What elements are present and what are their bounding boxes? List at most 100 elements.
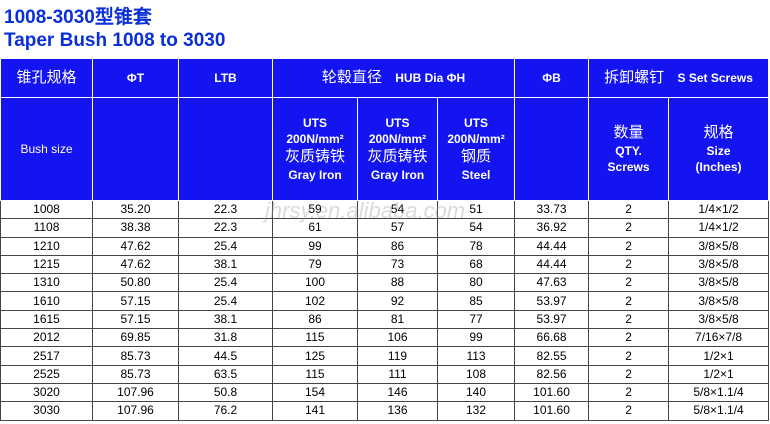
table-cell: 141 xyxy=(272,401,358,421)
table-cell: 132 xyxy=(436,401,516,421)
table-cell: 25.4 xyxy=(178,291,273,311)
table-cell: 44.44 xyxy=(514,254,590,275)
table-cell: 2 xyxy=(588,218,670,238)
table-cell: 113 xyxy=(436,346,516,366)
header-cell xyxy=(178,97,273,201)
table-cell: 2 xyxy=(588,382,670,403)
header-cell: UTS 200N/mm² 灰质铸铁 Gray Iron xyxy=(357,97,438,201)
table-cell: 2 xyxy=(588,401,670,421)
table-cell: 3/8×5/8 xyxy=(668,273,770,293)
table-cell: 47.62 xyxy=(92,254,179,275)
header-text: (Inches) xyxy=(695,160,742,174)
table-cell: 66.68 xyxy=(514,328,590,348)
table-cell: 81 xyxy=(357,309,438,330)
header-text: UTS xyxy=(464,116,489,130)
spec-table: 锥孔规格 ΦT LTB 轮毂直径 HUB Dia ΦH ΦB 拆卸螺钉 S Se… xyxy=(0,58,770,421)
table-cell: 1008 xyxy=(0,199,93,220)
header-text: Bush size xyxy=(20,142,73,156)
header-cell: 数量 QTY. Screws xyxy=(588,97,670,201)
table-cell: 3020 xyxy=(0,382,93,403)
table-cell: 125 xyxy=(272,346,358,366)
table-cell: 100 xyxy=(272,273,358,293)
table-row: 1008 35.20 22.3 59 54 51 33.73 2 1/4×1/2 xyxy=(0,199,770,220)
table-cell: 1/2×1 xyxy=(668,346,770,366)
header-cell xyxy=(514,97,590,201)
table-cell: 99 xyxy=(272,236,358,256)
table-cell: 85 xyxy=(436,291,516,311)
table-cell: 92 xyxy=(357,291,438,311)
table-cell: 2 xyxy=(588,199,670,220)
table-cell: 82.56 xyxy=(514,364,590,384)
table-cell: 54 xyxy=(357,199,438,220)
header-text: Screws xyxy=(607,160,650,174)
table-cell: 57.15 xyxy=(92,291,179,311)
table-cell: 2 xyxy=(588,291,670,311)
header-text: 200N/mm² xyxy=(368,132,427,146)
table-cell: 50.8 xyxy=(178,382,273,403)
table-cell: 47.62 xyxy=(92,236,179,256)
table-row: 3030 107.96 76.2 141 136 132 101.60 2 5/8×1.1/4 xyxy=(0,401,770,421)
table-cell: 1108 xyxy=(0,218,93,238)
header-text: HUB Dia ΦH xyxy=(395,71,466,85)
header-text: 轮毂直径 xyxy=(321,69,382,86)
header-cell: 轮毂直径 HUB Dia ΦH xyxy=(271,58,516,98)
table-cell: 2012 xyxy=(0,328,93,348)
table-cell: 80 xyxy=(436,273,516,293)
table-cell: 1215 xyxy=(0,254,93,275)
table-cell: 115 xyxy=(272,328,358,348)
table-cell: 119 xyxy=(357,346,438,366)
table-cell: 63.5 xyxy=(178,364,273,384)
table-cell: 2517 xyxy=(0,346,93,366)
table-cell: 2 xyxy=(588,254,670,275)
table-cell: 3/8×5/8 xyxy=(668,254,770,275)
header-cell: ΦT xyxy=(92,58,179,98)
header-text: UTS xyxy=(385,116,410,130)
table-row: 1610 57.15 25.4 102 92 85 53.97 2 3/8×5/8 xyxy=(0,291,770,311)
header-text: 数量 xyxy=(613,124,644,141)
table-row: 1310 50.80 25.4 100 88 80 47.63 2 3/8×5/8 xyxy=(0,273,770,293)
table-cell: 79 xyxy=(272,254,358,275)
header-text: QTY. xyxy=(615,144,642,158)
table-cell: 1/4×1/2 xyxy=(668,199,770,220)
table-cell: 115 xyxy=(272,364,358,384)
table-cell: 2 xyxy=(588,328,670,348)
table-cell: 1615 xyxy=(0,309,93,330)
header-cell xyxy=(92,97,179,201)
table-cell: 3/8×5/8 xyxy=(668,291,770,311)
table-row: 2517 85.73 44.5 125 119 113 82.55 2 1/2×1 xyxy=(0,346,770,366)
header-text: Steel xyxy=(461,168,491,182)
header-cell: 锥孔规格 xyxy=(0,58,93,98)
header-cell: UTS 200N/mm² 灰质铸铁 Gray Iron xyxy=(272,97,358,201)
table-cell: 108 xyxy=(436,364,516,384)
table-cell: 3/8×5/8 xyxy=(668,236,770,256)
header-cell: ΦB xyxy=(514,58,590,98)
header-cell: LTB xyxy=(178,58,273,98)
table-cell: 1310 xyxy=(0,273,93,293)
header-text: 200N/mm² xyxy=(447,132,505,146)
header-text: 拆卸螺钉 xyxy=(604,69,665,86)
table-cell: 102 xyxy=(272,291,358,311)
table-cell: 22.3 xyxy=(178,218,273,238)
table-cell: 78 xyxy=(436,236,516,256)
table-row: 1615 57.15 38.1 86 81 77 53.97 2 3/8×5/8 xyxy=(0,309,770,330)
table-cell: 85.73 xyxy=(92,364,179,384)
table-cell: 7/16×7/8 xyxy=(668,328,770,348)
table-row: 2012 69.85 31.8 115 106 99 66.68 2 7/16×7/8 xyxy=(0,328,770,348)
header-text: Gray Iron xyxy=(288,168,342,182)
table-cell: 2 xyxy=(588,309,670,330)
table-cell: 2525 xyxy=(0,364,93,384)
table-cell: 38.1 xyxy=(178,254,273,275)
header-cell: 规格 Size (Inches) xyxy=(668,97,770,201)
table-row: 1210 47.62 25.4 99 86 78 44.44 2 3/8×5/8 xyxy=(0,236,770,256)
header-text: 灰质铸铁 xyxy=(367,148,428,165)
table-cell: 140 xyxy=(436,382,516,403)
table-cell: 86 xyxy=(272,309,358,330)
header-text: Size xyxy=(706,144,731,158)
table-cell: 101.60 xyxy=(514,401,590,421)
title-cn: 1008-3030型锥套 xyxy=(4,7,152,28)
table-cell: 1/2×1 xyxy=(668,364,770,384)
table-row: 1215 47.62 38.1 79 73 68 44.44 2 3/8×5/8 xyxy=(0,254,770,275)
table-cell: 69.85 xyxy=(92,328,179,348)
header-text: 200N/mm² xyxy=(286,132,344,146)
